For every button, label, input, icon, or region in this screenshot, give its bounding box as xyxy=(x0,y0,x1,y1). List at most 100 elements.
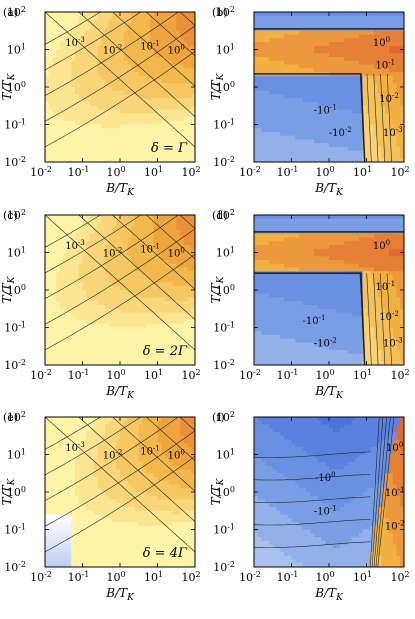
heat-cell xyxy=(105,263,110,268)
heat-cell xyxy=(138,12,143,17)
heat-cell xyxy=(302,128,307,133)
heat-cell xyxy=(314,113,319,118)
heat-cell xyxy=(191,60,195,65)
heat-cell xyxy=(355,42,360,47)
heat-cell xyxy=(284,90,289,95)
heat-cell xyxy=(63,320,68,325)
heat-cell xyxy=(400,23,404,28)
heat-cell xyxy=(52,233,57,238)
heat-cell xyxy=(302,150,307,155)
heat-cell xyxy=(93,72,98,77)
heat-cell xyxy=(112,301,117,306)
heat-cell xyxy=(165,120,170,125)
heat-cell xyxy=(60,263,65,268)
heat-cell xyxy=(52,150,57,155)
heat-cell xyxy=(93,105,98,110)
heat-cell xyxy=(257,87,262,92)
heat-cell xyxy=(45,222,50,227)
heat-cell xyxy=(400,105,404,110)
heat-cell xyxy=(120,350,125,355)
heat-cell xyxy=(191,233,195,238)
heat-cell xyxy=(90,135,95,140)
heat-cell xyxy=(183,320,188,325)
heat-cell xyxy=(172,57,177,62)
heat-cell xyxy=(172,218,177,223)
heat-cell xyxy=(359,132,364,137)
heat-cell xyxy=(359,158,364,162)
heat-cell xyxy=(75,297,80,302)
heat-cell xyxy=(93,218,98,223)
heat-cell xyxy=(302,215,307,220)
heat-cell xyxy=(325,64,330,69)
heat-cell xyxy=(142,150,147,155)
heat-cell xyxy=(146,132,151,137)
heat-cell xyxy=(101,109,106,114)
heat-cell xyxy=(86,12,91,17)
heat-cell xyxy=(280,45,285,50)
heat-cell xyxy=(351,53,356,58)
heat-cell xyxy=(314,139,319,144)
heat-cell xyxy=(317,120,322,125)
heat-cell xyxy=(142,42,147,47)
heat-cell xyxy=(67,241,72,246)
heat-cell xyxy=(280,120,285,125)
heat-cell xyxy=(191,75,195,80)
heat-cell xyxy=(168,248,173,253)
heat-cell xyxy=(105,230,110,235)
heat-cell xyxy=(127,135,132,140)
heat-cell xyxy=(374,150,379,155)
heat-cell xyxy=(75,135,80,140)
heat-cell xyxy=(78,267,83,272)
heat-cell xyxy=(291,15,296,20)
heat-cell xyxy=(131,98,136,103)
heat-cell xyxy=(254,68,259,73)
heat-cell xyxy=(131,233,136,238)
heat-cell xyxy=(396,72,401,77)
heat-cell xyxy=(347,113,352,118)
heat-cell xyxy=(105,241,110,246)
heat-cell xyxy=(161,286,166,291)
heat-cell xyxy=(153,27,158,32)
heat-cell xyxy=(142,79,147,84)
heat-cell xyxy=(168,94,173,99)
heat-cell xyxy=(377,143,382,148)
heat-cell xyxy=(265,124,270,129)
heat-cell xyxy=(120,75,125,80)
heat-cell xyxy=(105,233,110,238)
heat-cell xyxy=(183,267,188,272)
heat-cell xyxy=(75,260,80,265)
heat-cell xyxy=(63,98,68,103)
heat-cell xyxy=(176,98,181,103)
heat-cell xyxy=(172,60,177,65)
heat-cell xyxy=(105,226,110,231)
heat-cell xyxy=(317,34,322,39)
heat-cell xyxy=(157,49,162,54)
heat-cell xyxy=(105,38,110,43)
heat-cell xyxy=(135,320,140,325)
heat-cell xyxy=(172,222,177,227)
heat-cell xyxy=(116,252,121,257)
contour-line xyxy=(45,12,142,71)
heat-cell xyxy=(295,30,300,35)
heat-cell xyxy=(359,38,364,43)
heat-cell xyxy=(310,53,315,58)
heat-cell xyxy=(52,308,57,313)
heat-cell xyxy=(191,290,195,295)
heat-cell xyxy=(302,98,307,103)
heat-cell xyxy=(82,308,87,313)
heat-cell xyxy=(157,38,162,43)
heat-cell xyxy=(257,139,262,144)
heat-cell xyxy=(131,42,136,47)
heat-cell xyxy=(347,53,352,58)
heat-cell xyxy=(142,286,147,291)
y-tick-label: 10-1 xyxy=(4,321,26,335)
heat-cell xyxy=(86,252,91,257)
heat-cell xyxy=(142,30,147,35)
heat-cell xyxy=(90,105,95,110)
heat-cell xyxy=(86,154,91,159)
x-tick-label: 102 xyxy=(181,165,200,179)
heat-cell xyxy=(269,150,274,155)
heat-cell xyxy=(146,271,151,276)
heat-cell xyxy=(101,45,106,50)
heat-cell xyxy=(389,120,394,125)
